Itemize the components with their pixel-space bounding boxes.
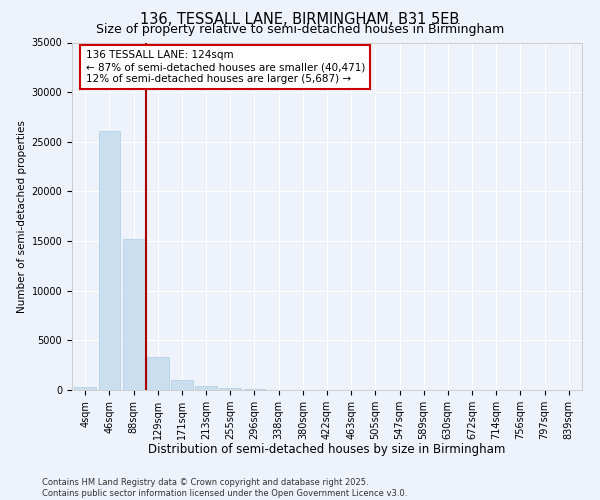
Bar xyxy=(244,389,265,390)
Bar xyxy=(220,388,241,390)
X-axis label: Distribution of semi-detached houses by size in Birmingham: Distribution of semi-detached houses by … xyxy=(148,444,506,456)
Bar xyxy=(123,239,145,390)
Bar xyxy=(74,386,96,390)
Bar xyxy=(98,131,121,390)
Text: 136, TESSALL LANE, BIRMINGHAM, B31 5EB: 136, TESSALL LANE, BIRMINGHAM, B31 5EB xyxy=(140,12,460,28)
Y-axis label: Number of semi-detached properties: Number of semi-detached properties xyxy=(17,120,27,312)
Bar xyxy=(147,356,169,390)
Text: Size of property relative to semi-detached houses in Birmingham: Size of property relative to semi-detach… xyxy=(96,22,504,36)
Text: 136 TESSALL LANE: 124sqm
← 87% of semi-detached houses are smaller (40,471)
12% : 136 TESSALL LANE: 124sqm ← 87% of semi-d… xyxy=(86,50,365,84)
Bar xyxy=(195,386,217,390)
Bar xyxy=(171,380,193,390)
Text: Contains HM Land Registry data © Crown copyright and database right 2025.
Contai: Contains HM Land Registry data © Crown c… xyxy=(42,478,407,498)
